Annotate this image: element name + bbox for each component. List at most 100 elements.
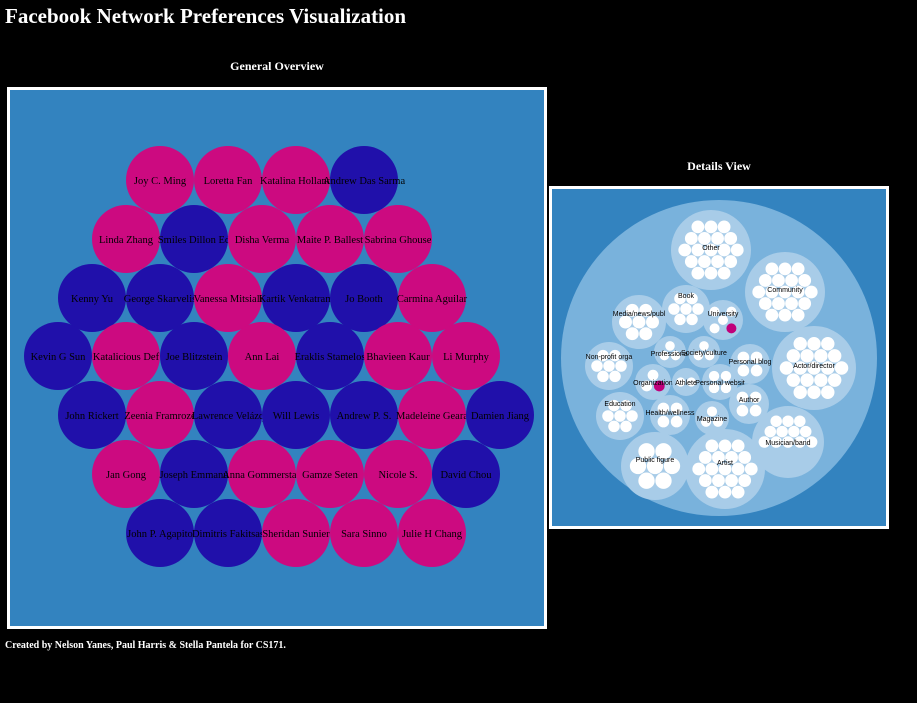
leaf-circle[interactable] bbox=[807, 385, 821, 399]
leaf-circle[interactable] bbox=[709, 306, 720, 317]
leaf-circle[interactable] bbox=[821, 337, 835, 351]
leaf-circle[interactable] bbox=[686, 292, 698, 305]
leaf-circle[interactable] bbox=[791, 285, 805, 299]
leaf-circle[interactable] bbox=[758, 274, 772, 287]
leaf-circle[interactable] bbox=[827, 373, 842, 387]
person-bubble[interactable]: Will Lewis bbox=[262, 381, 330, 449]
leaf-circle[interactable] bbox=[608, 399, 620, 412]
category-bubble[interactable]: Organization bbox=[633, 364, 673, 400]
person-bubble[interactable]: Joy C. Ming bbox=[126, 146, 194, 214]
leaf-circle[interactable] bbox=[779, 361, 794, 375]
person-bubble[interactable]: Nicole S. bbox=[364, 440, 432, 508]
person-bubble[interactable]: George Skarvelis bbox=[124, 264, 196, 332]
leaf-circle[interactable] bbox=[591, 360, 603, 372]
leaf-circle[interactable] bbox=[705, 439, 719, 453]
person-circle[interactable] bbox=[160, 440, 228, 508]
person-bubble[interactable]: David Chou bbox=[432, 440, 500, 508]
leaf-circle[interactable] bbox=[620, 399, 632, 412]
category-bubble[interactable]: Education bbox=[596, 392, 644, 440]
person-bubble[interactable]: Ann Lai bbox=[228, 322, 296, 390]
leaf-circle[interactable] bbox=[625, 327, 639, 341]
person-bubble[interactable]: Kenny Yu bbox=[58, 264, 126, 332]
person-bubble[interactable]: Joseph Emmanu bbox=[159, 440, 229, 508]
leaf-circle[interactable] bbox=[597, 370, 609, 383]
leaf-circle[interactable] bbox=[676, 377, 686, 387]
person-bubble[interactable]: Disha Verma bbox=[228, 205, 296, 273]
leaf-circle[interactable] bbox=[674, 313, 686, 326]
leaf-circle[interactable] bbox=[724, 255, 738, 268]
leaf-circle[interactable] bbox=[711, 255, 724, 268]
leaf-circle[interactable] bbox=[731, 462, 745, 476]
leaf-circle[interactable] bbox=[718, 485, 732, 499]
leaf-circle[interactable] bbox=[786, 349, 801, 363]
leaf-circle[interactable] bbox=[704, 350, 715, 361]
leaf-circle[interactable] bbox=[731, 439, 745, 453]
category-circle[interactable] bbox=[654, 336, 686, 368]
category-circle[interactable] bbox=[672, 368, 700, 396]
leaf-circle[interactable] bbox=[708, 370, 720, 382]
leaf-circle[interactable] bbox=[724, 232, 738, 245]
person-bubble[interactable]: Bhavieen Kaur bbox=[364, 322, 432, 390]
person-bubble[interactable]: Andrew Das Sarma bbox=[323, 146, 406, 214]
leaf-circle[interactable] bbox=[641, 380, 653, 392]
leaf-circle[interactable] bbox=[772, 274, 785, 287]
leaf-circle[interactable] bbox=[730, 243, 744, 257]
person-bubble[interactable]: Katalina Holland bbox=[260, 146, 333, 214]
category-bubble[interactable]: Community bbox=[745, 252, 825, 332]
person-circle[interactable] bbox=[126, 264, 194, 332]
category-bubble[interactable]: Media/news/publ bbox=[612, 295, 666, 349]
person-circle[interactable] bbox=[194, 264, 262, 332]
highlighted-leaf[interactable] bbox=[726, 323, 737, 334]
leaf-circle[interactable] bbox=[639, 327, 653, 341]
leaf-circle[interactable] bbox=[793, 337, 807, 351]
leaf-circle[interactable] bbox=[720, 382, 732, 394]
leaf-circle[interactable] bbox=[750, 364, 763, 377]
leaf-circle[interactable] bbox=[597, 349, 609, 362]
category-bubble[interactable]: Personal websit bbox=[695, 364, 745, 400]
leaf-circle[interactable] bbox=[708, 382, 720, 394]
leaf-circle[interactable] bbox=[827, 349, 842, 363]
person-circle[interactable] bbox=[296, 322, 364, 390]
leaf-circle[interactable] bbox=[737, 351, 750, 364]
leaf-circle[interactable] bbox=[778, 285, 792, 299]
person-circle[interactable] bbox=[364, 205, 432, 273]
person-bubble[interactable]: Gamze Seten bbox=[296, 440, 364, 508]
leaf-circle[interactable] bbox=[821, 361, 835, 375]
person-circle[interactable] bbox=[126, 146, 194, 214]
person-circle[interactable] bbox=[296, 440, 364, 508]
leaf-circle[interactable] bbox=[608, 420, 620, 433]
leaf-circle[interactable] bbox=[758, 436, 771, 448]
person-bubble[interactable]: Katalicious Def bbox=[92, 322, 160, 390]
leaf-circle[interactable] bbox=[655, 443, 672, 460]
leaf-circle[interactable] bbox=[718, 462, 732, 476]
leaf-circle[interactable] bbox=[678, 243, 692, 257]
leaf-circle[interactable] bbox=[670, 415, 683, 428]
leaf-circle[interactable] bbox=[788, 425, 800, 438]
category-bubble[interactable]: Personal blog bbox=[729, 344, 772, 384]
leaf-circle[interactable] bbox=[717, 220, 731, 234]
person-bubble[interactable]: Zeenia Framroze bbox=[124, 381, 196, 449]
person-circle[interactable] bbox=[432, 322, 500, 390]
category-circle[interactable] bbox=[635, 364, 671, 400]
person-circle[interactable] bbox=[296, 205, 364, 273]
leaf-circle[interactable] bbox=[647, 369, 659, 381]
leaf-circle[interactable] bbox=[629, 457, 647, 475]
leaf-circle[interactable] bbox=[800, 349, 814, 363]
leaf-circle[interactable] bbox=[686, 313, 698, 326]
leaf-circle[interactable] bbox=[691, 220, 705, 234]
person-circle[interactable] bbox=[160, 205, 228, 273]
person-circle[interactable] bbox=[466, 381, 534, 449]
leaf-circle[interactable] bbox=[750, 351, 763, 364]
category-circle[interactable] bbox=[688, 336, 720, 368]
person-circle[interactable] bbox=[58, 381, 126, 449]
leaf-circle[interactable] bbox=[663, 457, 681, 475]
leaf-circle[interactable] bbox=[791, 308, 805, 322]
category-bubble[interactable]: Non-profit orga bbox=[585, 342, 633, 390]
person-bubble[interactable]: Vanessa Mitsiali bbox=[193, 264, 263, 332]
person-circle[interactable] bbox=[432, 440, 500, 508]
leaf-circle[interactable] bbox=[752, 285, 766, 299]
category-bubble[interactable]: Actor/director bbox=[772, 326, 856, 410]
leaf-circle[interactable] bbox=[706, 406, 718, 417]
person-bubble[interactable]: Madeleine Geara bbox=[396, 381, 468, 449]
person-circle[interactable] bbox=[126, 499, 194, 567]
